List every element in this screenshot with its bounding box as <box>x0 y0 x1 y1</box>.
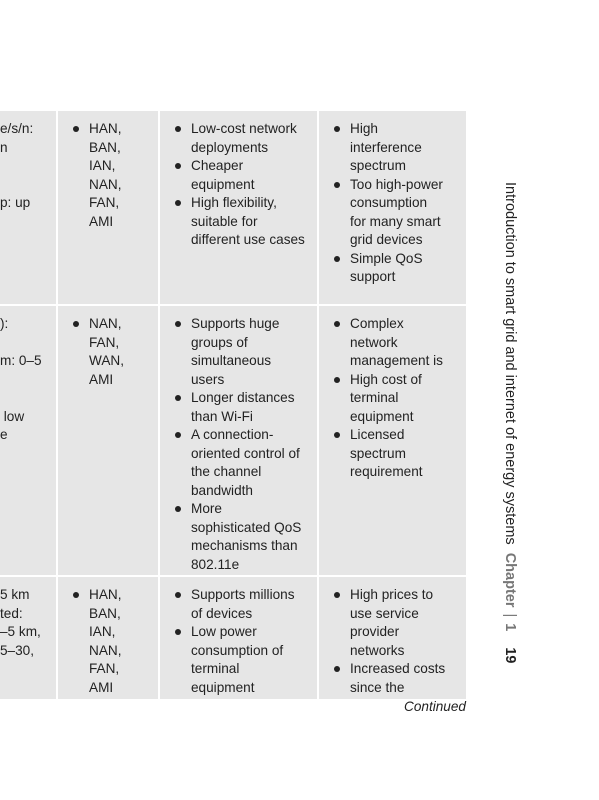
list-item: Supports millions of devices <box>160 586 311 623</box>
row1-advantages-list: Low-cost network deployments Cheaper equ… <box>160 111 317 250</box>
list-item: High cost of terminal equipment <box>319 371 460 427</box>
list-item: Licensed spectrum requirement <box>319 426 460 482</box>
list-item: Longer distances than Wi-Fi <box>160 389 311 426</box>
row1-col1-cell: e/s/n: n p: up <box>0 111 56 304</box>
row3-disadvantages-list: High prices to use service provider netw… <box>319 577 466 697</box>
list-item: High flexibility, suitable for different… <box>160 194 311 250</box>
continued-label: Continued <box>404 699 466 714</box>
row2-applications-cell: NAN, FAN, WAN, AMI <box>58 306 158 575</box>
list-item: HAN, BAN, IAN, NAN, FAN, AMI <box>58 120 152 231</box>
row2-advantages-cell: Supports huge groups of simultaneous use… <box>160 306 317 575</box>
list-item: High interference spectrum <box>319 120 460 176</box>
list-item: Low power consumption of terminal equipm… <box>160 623 311 697</box>
row2-col1-cell: ): m: 0–5 low e <box>0 306 56 575</box>
page-number: 19 <box>502 647 518 664</box>
list-item: Increased costs since the <box>319 660 460 697</box>
running-head: Introduction to smart grid and internet … <box>502 182 518 663</box>
row3-applications-list: HAN, BAN, IAN, NAN, FAN, AMI <box>58 577 158 697</box>
list-item: Cheaper equipment <box>160 157 311 194</box>
list-item: High prices to use service provider netw… <box>319 586 460 660</box>
list-item: Supports huge groups of simultaneous use… <box>160 315 311 389</box>
list-item: A connection- oriented control of the ch… <box>160 426 311 500</box>
data-table: e/s/n: n p: up HAN, BAN, IAN, NAN, FAN, AMI L… <box>0 111 466 699</box>
row3-applications-cell: HAN, BAN, IAN, NAN, FAN, AMI <box>58 577 158 699</box>
row3-advantages-list: Supports millions of devices Low power c… <box>160 577 317 697</box>
list-item: HAN, BAN, IAN, NAN, FAN, AMI <box>58 586 152 697</box>
list-item: NAN, FAN, WAN, AMI <box>58 315 152 389</box>
row2-applications-list: NAN, FAN, WAN, AMI <box>58 306 158 389</box>
list-item: Too high-power consumption for many smar… <box>319 176 460 250</box>
row3-disadvantages-cell: High prices to use service provider netw… <box>319 577 466 699</box>
row1-disadvantages-cell: High interference spectrum Too high-powe… <box>319 111 466 304</box>
row1-advantages-cell: Low-cost network deployments Cheaper equ… <box>160 111 317 304</box>
list-item: Simple QoS support <box>319 250 460 287</box>
book-title: Introduction to smart grid and internet … <box>502 182 518 545</box>
list-item: Low-cost network deployments <box>160 120 311 157</box>
row3-advantages-cell: Supports millions of devices Low power c… <box>160 577 317 699</box>
row1-applications-cell: HAN, BAN, IAN, NAN, FAN, AMI <box>58 111 158 304</box>
chapter-label: Chapter <box>502 552 518 608</box>
list-item: More sophisticated QoS mechanisms than 8… <box>160 500 311 574</box>
row2-disadvantages-cell: Complex network management is High cost … <box>319 306 466 575</box>
chapter-number: 1 <box>502 623 518 632</box>
row2-disadvantages-list: Complex network management is High cost … <box>319 306 466 482</box>
row1-applications-list: HAN, BAN, IAN, NAN, FAN, AMI <box>58 111 158 231</box>
list-item: Complex network management is <box>319 315 460 371</box>
chapter-separator: | <box>502 613 518 618</box>
row2-advantages-list: Supports huge groups of simultaneous use… <box>160 306 317 574</box>
row1-disadvantages-list: High interference spectrum Too high-powe… <box>319 111 466 287</box>
row3-col1-cell: 5 km ted: –5 km, 5–30, <box>0 577 56 699</box>
